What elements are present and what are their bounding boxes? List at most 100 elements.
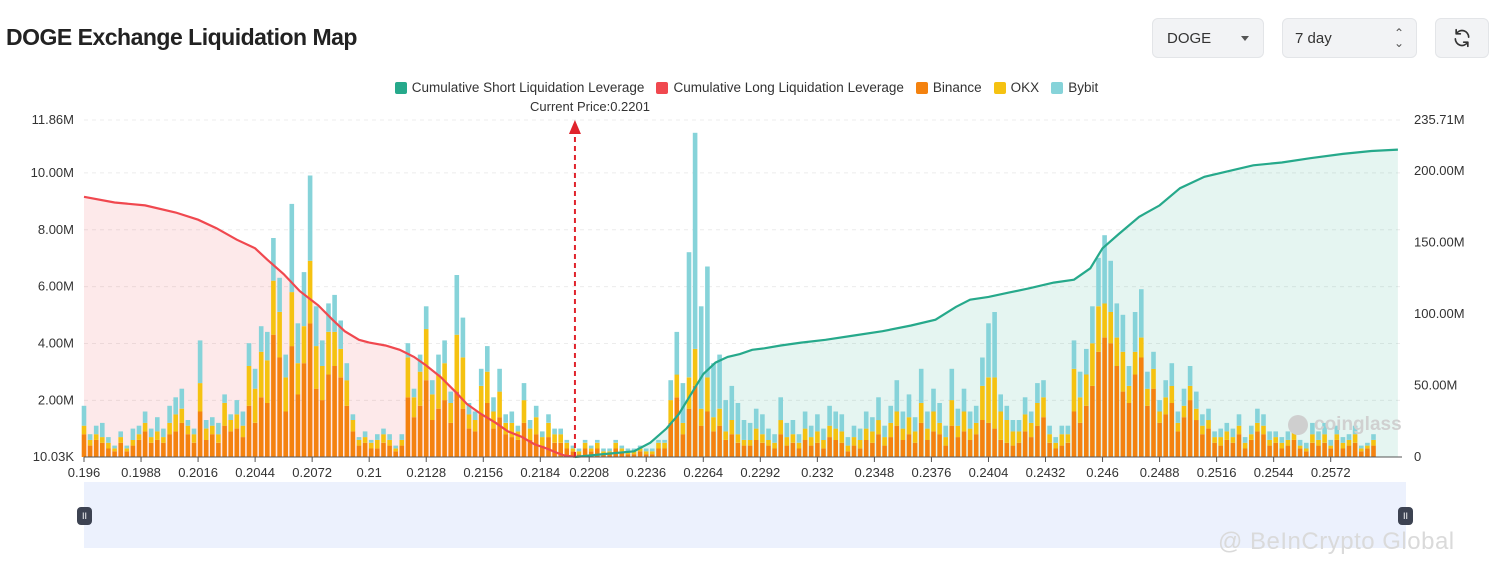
bar-okx — [827, 425, 832, 438]
bar-bybit — [931, 388, 936, 412]
bar-bybit — [277, 277, 282, 312]
bar-binance — [1371, 445, 1376, 457]
bar-okx — [216, 434, 221, 443]
bar-binance — [393, 451, 398, 457]
bar-okx — [1071, 368, 1077, 412]
bar-binance — [692, 385, 698, 457]
bar-binance — [222, 425, 227, 457]
bar-binance — [601, 454, 606, 457]
x-axis-tick-label: 0.2128 — [406, 465, 446, 480]
bar-bybit — [747, 422, 753, 440]
legend-item-binance[interactable]: Binance — [915, 80, 982, 95]
bar-binance — [289, 346, 295, 457]
legend-item-short[interactable]: Cumulative Short Liquidation Leverage — [394, 80, 644, 95]
bar-binance — [283, 411, 288, 457]
bar-binance — [142, 431, 148, 457]
bar-bybit — [1267, 431, 1272, 440]
bar-bybit — [1340, 437, 1346, 443]
bar-binance — [228, 431, 233, 457]
bar-binance — [753, 439, 759, 457]
bar-okx — [1328, 445, 1333, 449]
bar-okx — [1230, 437, 1236, 443]
bar-binance — [497, 417, 502, 457]
bar-okx — [1359, 448, 1364, 452]
bar-okx — [912, 431, 918, 443]
bar-binance — [1200, 434, 1205, 457]
bar-okx — [148, 437, 154, 443]
bar-binance — [992, 428, 997, 457]
bar-okx — [1206, 420, 1211, 429]
bar-binance — [203, 439, 209, 457]
bar-okx — [381, 434, 386, 443]
bar-bybit — [1114, 303, 1120, 338]
bar-okx — [863, 428, 869, 440]
bar-bybit — [430, 380, 435, 395]
bar-okx — [582, 442, 588, 449]
bar-bybit — [1090, 306, 1095, 344]
bar-okx — [1004, 420, 1010, 443]
bar-okx — [1108, 312, 1113, 344]
bar-bybit — [735, 403, 741, 435]
bar-binance — [680, 434, 686, 457]
bar-bybit — [1279, 437, 1285, 443]
bar-okx — [1047, 434, 1052, 443]
zoom-handle-left[interactable]: II — [77, 507, 92, 525]
bar-bybit — [81, 405, 87, 426]
bar-bybit — [582, 439, 588, 443]
bar-binance — [301, 363, 307, 457]
left-axis-tick-label: 11.86M — [32, 112, 74, 127]
bar-bybit — [356, 437, 362, 440]
bar-okx — [368, 442, 374, 449]
legend-item-bybit[interactable]: Bybit — [1051, 80, 1098, 95]
bar-binance — [185, 434, 191, 457]
bar-okx — [442, 363, 447, 401]
bar-binance — [521, 422, 527, 457]
symbol-select[interactable]: DOGE — [1152, 18, 1264, 58]
bar-okx — [851, 437, 857, 446]
bar-okx — [491, 411, 496, 429]
zoom-slider[interactable] — [84, 482, 1406, 548]
bar-bybit — [1010, 420, 1016, 432]
bar-okx — [87, 439, 93, 446]
bar-binance — [1084, 405, 1089, 457]
bar-okx — [760, 434, 765, 443]
bar-binance — [546, 437, 551, 457]
bar-okx — [747, 439, 753, 446]
bar-bybit — [1365, 442, 1370, 446]
bar-bybit — [827, 405, 832, 426]
bar-binance — [1114, 366, 1120, 457]
bar-bybit — [326, 303, 331, 332]
bar-okx — [1175, 422, 1181, 432]
legend-item-long[interactable]: Cumulative Long Liquidation Leverage — [656, 80, 904, 95]
bar-bybit — [863, 411, 869, 429]
bar-okx — [546, 422, 551, 438]
bar-okx — [1132, 351, 1138, 375]
bar-binance — [1139, 357, 1144, 457]
bar-bybit — [399, 434, 405, 440]
bar-binance — [503, 434, 508, 457]
bar-binance — [527, 439, 533, 457]
bar-okx — [1090, 343, 1095, 386]
bar-binance — [1010, 445, 1016, 457]
bar-bybit — [191, 428, 197, 435]
bar-bybit — [802, 411, 808, 429]
bar-okx — [387, 439, 392, 446]
bar-binance — [711, 431, 716, 457]
bar-binance — [491, 428, 496, 457]
bar-bybit — [307, 175, 313, 261]
bar-okx — [876, 420, 881, 435]
bar-binance — [851, 445, 857, 457]
bar-okx — [723, 431, 728, 440]
bar-okx — [552, 434, 557, 443]
left-axis-tick-label: 6.00M — [38, 279, 74, 294]
bar-binance — [338, 377, 343, 457]
refresh-button[interactable] — [1435, 18, 1489, 58]
left-axis-tick-label: 10.03K — [33, 449, 75, 464]
period-select[interactable]: 7 day ⌃ ⌄ — [1282, 18, 1417, 58]
bar-okx — [460, 357, 466, 409]
bar-bybit — [454, 275, 460, 335]
legend-item-okx[interactable]: OKX — [993, 80, 1039, 95]
short-cumulative-area — [574, 149, 1398, 457]
zoom-handle-right[interactable]: II — [1398, 507, 1413, 525]
bar-binance — [912, 442, 918, 457]
